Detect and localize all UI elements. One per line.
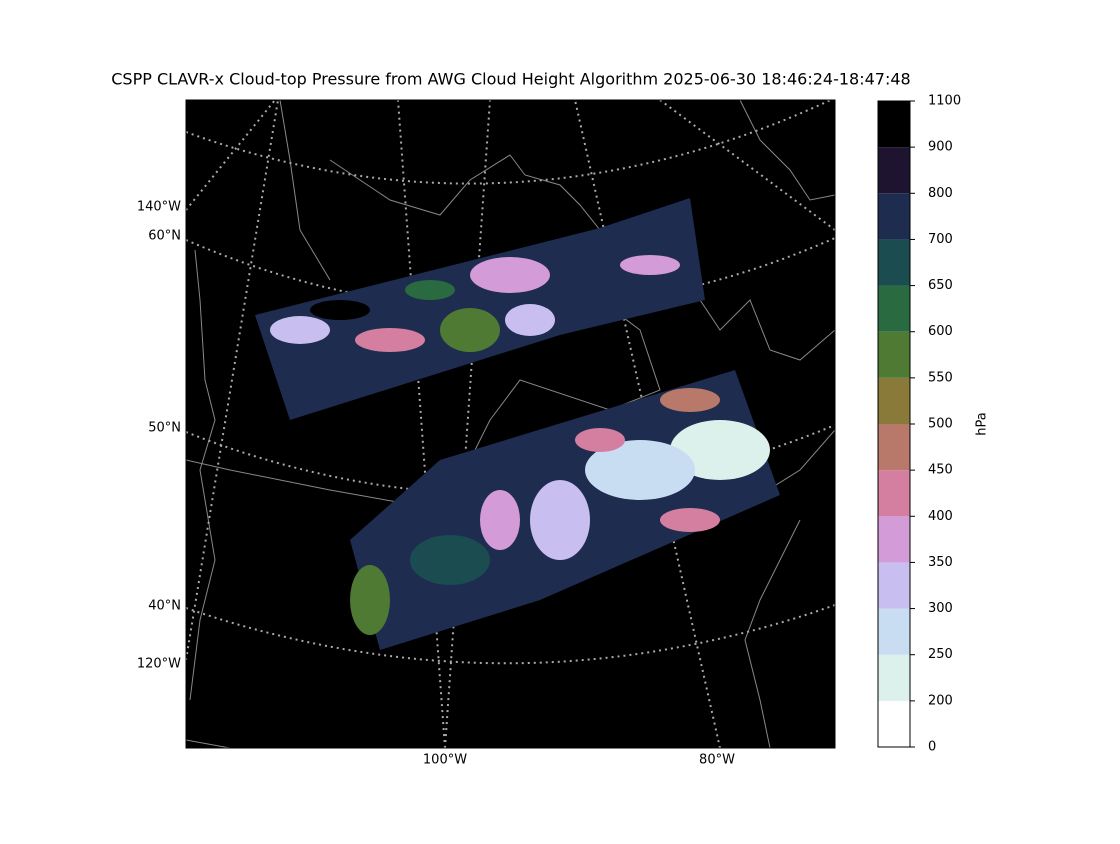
colorbar-bin — [878, 654, 910, 701]
lon-label: 140°W — [137, 200, 181, 215]
colorbar-tick-label: 900 — [928, 140, 953, 155]
colorbar: hPa 0 200 250 300 350 400 450 500 550 600 650 700 80… — [877, 94, 990, 755]
colorbar-tick-label: 400 — [928, 509, 953, 524]
colorbar-bin — [878, 239, 910, 286]
lat-label: 50°N — [148, 421, 181, 436]
colorbar-tick-label: 350 — [928, 555, 953, 570]
colorbar-tick-label: 1100 — [928, 94, 961, 109]
lon-label: 80°W — [699, 753, 735, 768]
colorbar-bin — [878, 424, 910, 471]
lat-label: 60°N — [148, 229, 181, 244]
colorbar-bin — [878, 608, 910, 655]
lat-label: 40°N — [148, 599, 181, 614]
map-frame — [185, 99, 836, 749]
cloud-swaths — [255, 198, 780, 650]
colorbar-tick-label: 0 — [928, 740, 936, 755]
colorbar-bin — [878, 101, 910, 148]
colorbar-tick-label: 700 — [928, 232, 953, 247]
map-content — [186, 100, 835, 748]
colorbar-tick-label: 300 — [928, 601, 953, 616]
colorbar-bin — [878, 470, 910, 517]
colorbar-tick-label: 500 — [928, 417, 953, 432]
colorbar-tick-label: 550 — [928, 370, 953, 385]
colorbar-tick-label: 650 — [928, 278, 953, 293]
lon-label: 100°W — [423, 753, 467, 768]
colorbar-tick-label: 800 — [928, 186, 953, 201]
colorbar-bin — [878, 147, 910, 194]
colorbar-bin — [878, 331, 910, 378]
map: 140°W 60°N 50°N 40°N 120°W 100°W 80°W — [137, 99, 836, 768]
colorbar-bin — [878, 562, 910, 609]
colorbar-bin — [878, 377, 910, 424]
graticule — [186, 100, 835, 748]
lon-label: 120°W — [137, 657, 181, 672]
colorbar-bin — [878, 285, 910, 332]
colorbar-tick-label: 600 — [928, 324, 953, 339]
colorbar-tick-label: 200 — [928, 693, 953, 708]
colorbar-bin — [878, 193, 910, 240]
colorbar-label: hPa — [975, 412, 990, 435]
title: CSPP CLAVR-x Cloud-top Pressure from AWG… — [111, 70, 910, 89]
colorbar-bin — [878, 700, 910, 747]
colorbar-bin — [878, 516, 910, 563]
colorbar-tick-label: 250 — [928, 647, 953, 662]
colorbar-tick-label: 450 — [928, 463, 953, 478]
